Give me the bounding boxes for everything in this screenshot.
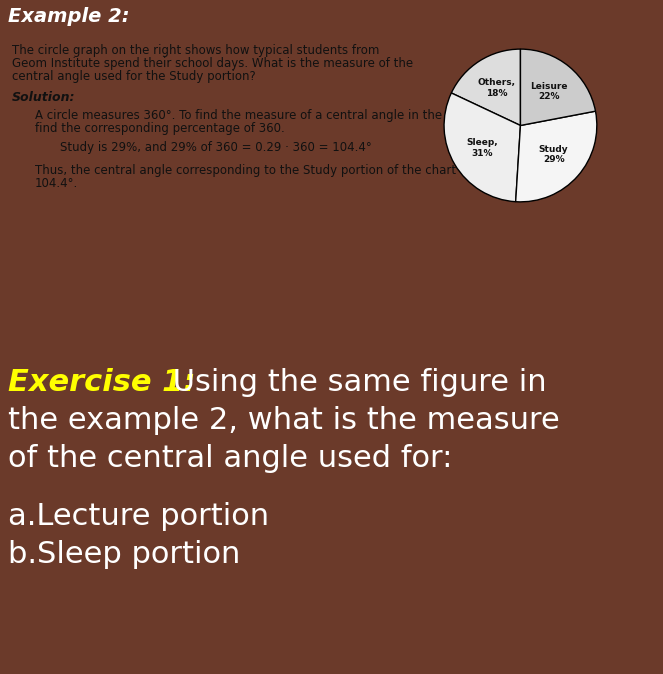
Text: a.Lecture portion: a.Lecture portion — [8, 502, 269, 531]
Text: Study is 29%, and 29% of 360 = 0.29 · 360 = 104.4°: Study is 29%, and 29% of 360 = 0.29 · 36… — [60, 141, 372, 154]
Text: Example 2:: Example 2: — [8, 7, 129, 26]
Wedge shape — [444, 93, 520, 202]
Text: Exercise 1:: Exercise 1: — [8, 368, 196, 397]
Text: 104.4°.: 104.4°. — [35, 177, 78, 190]
Text: of the central angle used for:: of the central angle used for: — [8, 444, 452, 473]
Text: The circle graph on the right shows how typical students from: The circle graph on the right shows how … — [12, 44, 379, 57]
Text: Others,
18%: Others, 18% — [478, 78, 516, 98]
Wedge shape — [520, 49, 595, 125]
Text: find the corresponding percentage of 360.: find the corresponding percentage of 360… — [35, 122, 284, 135]
Wedge shape — [516, 111, 597, 202]
Text: A circle measures 360°. To find the measure of a central angle in the circle gra: A circle measures 360°. To find the meas… — [35, 109, 520, 122]
Text: Sleep,
31%: Sleep, 31% — [467, 138, 498, 158]
Text: Study
29%: Study 29% — [539, 145, 568, 164]
Text: Thus, the central angle corresponding to the Study portion of the chart measures: Thus, the central angle corresponding to… — [35, 164, 518, 177]
Wedge shape — [452, 49, 520, 125]
Text: Using the same figure in: Using the same figure in — [163, 368, 546, 397]
Text: Solution:: Solution: — [12, 91, 76, 104]
Text: b.Sleep portion: b.Sleep portion — [8, 540, 241, 569]
Text: Geom Institute spend their school days. What is the measure of the: Geom Institute spend their school days. … — [12, 57, 413, 70]
Text: the example 2, what is the measure: the example 2, what is the measure — [8, 406, 560, 435]
Text: central angle used for the Study portion?: central angle used for the Study portion… — [12, 70, 256, 83]
Text: Leisure
22%: Leisure 22% — [530, 82, 568, 101]
